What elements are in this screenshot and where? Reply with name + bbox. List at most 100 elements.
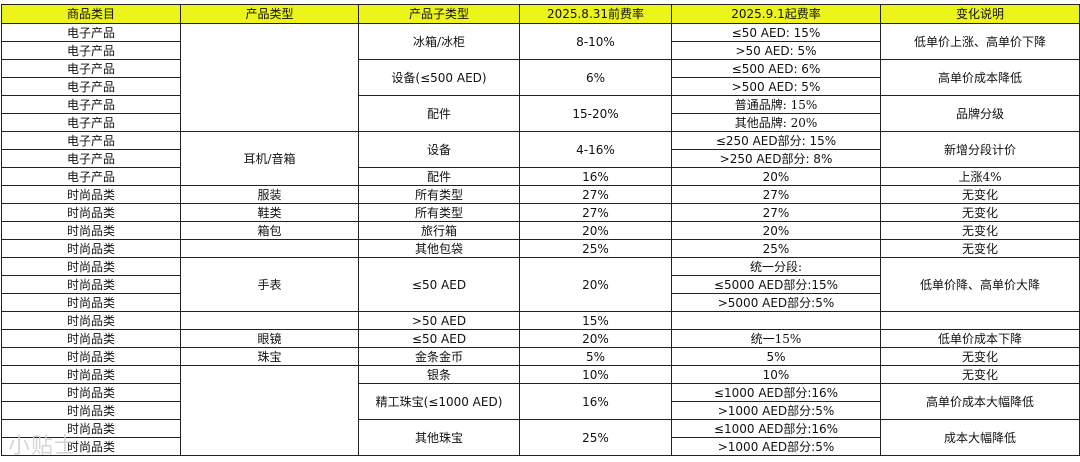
cell-new-rate[interactable]: 27%: [671, 185, 881, 204]
cell-category[interactable]: 时尚品类: [1, 383, 181, 402]
cell-old-rate[interactable]: 5%: [519, 347, 672, 366]
cell-new-rate[interactable]: 统一15%: [671, 329, 881, 348]
cell-new-rate[interactable]: 普通品牌: 15%: [671, 95, 881, 114]
cell-subtype[interactable]: 其他珠宝: [358, 419, 520, 456]
cell-category[interactable]: 电子产品: [1, 77, 181, 96]
cell-new-rate[interactable]: >250 AED部分: 8%: [671, 149, 881, 168]
cell-category[interactable]: 时尚品类: [1, 257, 181, 276]
cell-new-rate[interactable]: >1000 AED部分:5%: [671, 401, 881, 420]
cell-new-rate[interactable]: >1000 AED部分:5%: [671, 437, 881, 456]
cell-change[interactable]: 无变化: [880, 347, 1080, 366]
cell-change[interactable]: 上涨4%: [880, 167, 1080, 186]
cell-subtype[interactable]: 冰箱/冰柜: [358, 23, 520, 60]
cell-change[interactable]: 成本大幅降低: [880, 419, 1080, 456]
cell-subtype[interactable]: 设备(≤500 AED): [358, 59, 520, 96]
cell-change[interactable]: 低单价降、高单价大降: [880, 257, 1080, 312]
cell-old-rate[interactable]: 10%: [519, 365, 672, 384]
cell-new-rate[interactable]: ≤250 AED部分: 15%: [671, 131, 881, 150]
cell-new-rate[interactable]: >50 AED: 5%: [671, 41, 881, 60]
cell-new-rate-empty[interactable]: [671, 311, 881, 330]
cell-old-rate[interactable]: 27%: [519, 185, 672, 204]
cell-new-rate[interactable]: 27%: [671, 203, 881, 222]
cell-category[interactable]: 时尚品类: [1, 311, 181, 330]
cell-old-rate[interactable]: 6%: [519, 59, 672, 96]
cell-subtype[interactable]: 配件: [358, 95, 520, 132]
cell-category[interactable]: 时尚品类: [1, 203, 181, 222]
cell-new-rate[interactable]: 5%: [671, 347, 881, 366]
cell-new-rate[interactable]: ≤500 AED: 6%: [671, 59, 881, 78]
cell-old-rate[interactable]: 8-10%: [519, 23, 672, 60]
cell-type-empty[interactable]: [180, 23, 359, 132]
cell-type[interactable]: 眼镜: [180, 329, 359, 348]
cell-category[interactable]: 时尚品类: [1, 329, 181, 348]
cell-new-rate[interactable]: 20%: [671, 167, 881, 186]
cell-old-rate[interactable]: 25%: [519, 419, 672, 456]
cell-subtype[interactable]: 旅行箱: [358, 221, 520, 240]
cell-old-rate[interactable]: 16%: [519, 383, 672, 420]
cell-new-rate[interactable]: >500 AED: 5%: [671, 77, 881, 96]
cell-old-rate[interactable]: 25%: [519, 239, 672, 258]
cell-change[interactable]: 无变化: [880, 365, 1080, 384]
cell-category[interactable]: 时尚品类: [1, 275, 181, 294]
cell-type[interactable]: 手表: [180, 257, 359, 312]
cell-category[interactable]: 时尚品类: [1, 365, 181, 384]
cell-subtype[interactable]: 配件: [358, 167, 520, 186]
cell-subtype[interactable]: 设备: [358, 131, 520, 168]
cell-change[interactable]: 新增分段计价: [880, 131, 1080, 168]
cell-new-rate[interactable]: ≤5000 AED部分:15%: [671, 275, 881, 294]
cell-change[interactable]: 无变化: [880, 239, 1080, 258]
cell-type[interactable]: 箱包: [180, 221, 359, 240]
cell-change[interactable]: 无变化: [880, 203, 1080, 222]
cell-subtype[interactable]: 其他包袋: [358, 239, 520, 258]
cell-change-empty[interactable]: [880, 311, 1080, 330]
col-header-category[interactable]: 商品类目: [1, 4, 181, 24]
cell-new-rate[interactable]: 25%: [671, 239, 881, 258]
cell-type[interactable]: 服装: [180, 185, 359, 204]
cell-category[interactable]: 时尚品类: [1, 293, 181, 312]
cell-category[interactable]: 时尚品类: [1, 239, 181, 258]
cell-old-rate[interactable]: 15%: [519, 311, 672, 330]
cell-change[interactable]: 低单价上涨、高单价下降: [880, 23, 1080, 60]
cell-category[interactable]: 时尚品类: [1, 419, 181, 438]
cell-old-rate[interactable]: 15-20%: [519, 95, 672, 132]
cell-change[interactable]: 低单价成本下降: [880, 329, 1080, 348]
cell-type-empty[interactable]: [180, 239, 359, 258]
cell-category[interactable]: 电子产品: [1, 41, 181, 60]
cell-old-rate[interactable]: 20%: [519, 221, 672, 240]
cell-change[interactable]: 高单价成本大幅降低: [880, 383, 1080, 420]
cell-type-empty[interactable]: [180, 311, 359, 330]
cell-old-rate[interactable]: 27%: [519, 203, 672, 222]
cell-type[interactable]: 珠宝: [180, 347, 359, 366]
col-header-product-type[interactable]: 产品类型: [180, 4, 359, 24]
col-header-old-rate[interactable]: 2025.8.31前费率: [519, 4, 672, 24]
cell-type[interactable]: 耳机/音箱: [180, 131, 359, 186]
cell-new-rate[interactable]: 20%: [671, 221, 881, 240]
cell-old-rate[interactable]: 20%: [519, 257, 672, 312]
cell-category[interactable]: 时尚品类: [1, 401, 181, 420]
cell-subtype[interactable]: ≤50 AED: [358, 329, 520, 348]
cell-category[interactable]: 时尚品类: [1, 347, 181, 366]
cell-category[interactable]: 电子产品: [1, 149, 181, 168]
cell-change[interactable]: 品牌分级: [880, 95, 1080, 132]
cell-type[interactable]: 鞋类: [180, 203, 359, 222]
cell-new-rate[interactable]: 统一分段:: [671, 257, 881, 276]
cell-new-rate[interactable]: ≤1000 AED部分:16%: [671, 383, 881, 402]
cell-old-rate[interactable]: 4-16%: [519, 131, 672, 168]
cell-category[interactable]: 电子产品: [1, 167, 181, 186]
cell-subtype[interactable]: 精工珠宝(≤1000 AED): [358, 383, 520, 420]
cell-new-rate[interactable]: 其他品牌: 20%: [671, 113, 881, 132]
cell-category[interactable]: 电子产品: [1, 59, 181, 78]
cell-change[interactable]: 高单价成本降低: [880, 59, 1080, 96]
cell-category[interactable]: 时尚品类: [1, 185, 181, 204]
cell-category[interactable]: 时尚品类: [1, 221, 181, 240]
cell-old-rate[interactable]: 16%: [519, 167, 672, 186]
cell-subtype[interactable]: 金条金币: [358, 347, 520, 366]
cell-category[interactable]: 电子产品: [1, 23, 181, 42]
cell-subtype[interactable]: 所有类型: [358, 185, 520, 204]
cell-old-rate[interactable]: 20%: [519, 329, 672, 348]
cell-category[interactable]: 电子产品: [1, 113, 181, 132]
cell-subtype[interactable]: 银条: [358, 365, 520, 384]
cell-subtype[interactable]: ≤50 AED: [358, 257, 520, 312]
cell-new-rate[interactable]: >5000 AED部分:5%: [671, 293, 881, 312]
cell-change[interactable]: 无变化: [880, 185, 1080, 204]
